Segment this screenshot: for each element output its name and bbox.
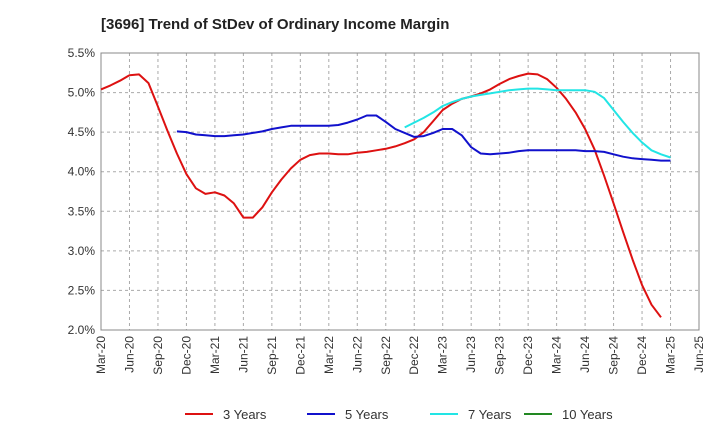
x-tick-label: Dec-21 xyxy=(293,336,307,375)
y-tick-label: 4.5% xyxy=(68,125,96,139)
x-tick-label: Sep-20 xyxy=(151,336,165,375)
x-tick-label: Jun-21 xyxy=(236,336,250,373)
x-tick-label: Dec-20 xyxy=(179,336,193,375)
y-tick-label: 2.5% xyxy=(68,283,96,297)
plot-frame xyxy=(100,52,700,331)
x-tick-label: Jun-20 xyxy=(122,336,136,373)
x-tick-label: Mar-24 xyxy=(550,336,564,374)
series-line-5-years xyxy=(176,114,671,162)
series-line-7-years xyxy=(404,87,671,159)
x-tick-label: Jun-23 xyxy=(464,336,478,373)
x-tick-label: Mar-25 xyxy=(664,336,678,374)
x-tick-label: Mar-21 xyxy=(208,336,222,374)
x-tick-label: Jun-25 xyxy=(692,336,706,373)
legend-label: 3 Years xyxy=(223,407,267,422)
x-tick-label: Mar-22 xyxy=(322,336,336,374)
y-tick-label: 3.5% xyxy=(68,204,96,218)
x-tick-label: Dec-24 xyxy=(635,336,649,375)
plot-area: 2.0% 2.5% 3.0% 3.5% 4.0% 4.5% 5.0% 5.5% Mar-20 Ju… xyxy=(68,46,706,375)
x-tick-label: Jun-22 xyxy=(350,336,364,373)
legend: 3 Years 5 Years 7 Years 10 Years xyxy=(185,407,613,422)
legend-label: 5 Years xyxy=(345,407,389,422)
y-tick-label: 3.0% xyxy=(68,244,96,258)
y-tick-label: 5.0% xyxy=(68,86,96,100)
legend-label: 7 Years xyxy=(468,407,512,422)
x-tick-label: Sep-23 xyxy=(493,336,507,375)
y-tick-label: 4.0% xyxy=(68,165,96,179)
x-tick-label: Mar-20 xyxy=(94,336,108,374)
x-tick-label: Mar-23 xyxy=(436,336,450,374)
x-tick-label: Dec-23 xyxy=(521,336,535,375)
x-tick-label: Sep-22 xyxy=(379,336,393,375)
x-tick-label: Sep-24 xyxy=(607,336,621,375)
x-tick-label: Dec-22 xyxy=(407,336,421,375)
x-tick-label: Sep-21 xyxy=(265,336,279,375)
y-tick-label: 2.0% xyxy=(68,323,96,337)
y-tick-label: 5.5% xyxy=(68,46,96,60)
x-tick-label: Jun-24 xyxy=(578,336,592,373)
chart-title: [3696] Trend of StDev of Ordinary Income… xyxy=(101,16,449,33)
series-line-3-years xyxy=(100,72,662,318)
legend-label: 10 Years xyxy=(562,407,613,422)
